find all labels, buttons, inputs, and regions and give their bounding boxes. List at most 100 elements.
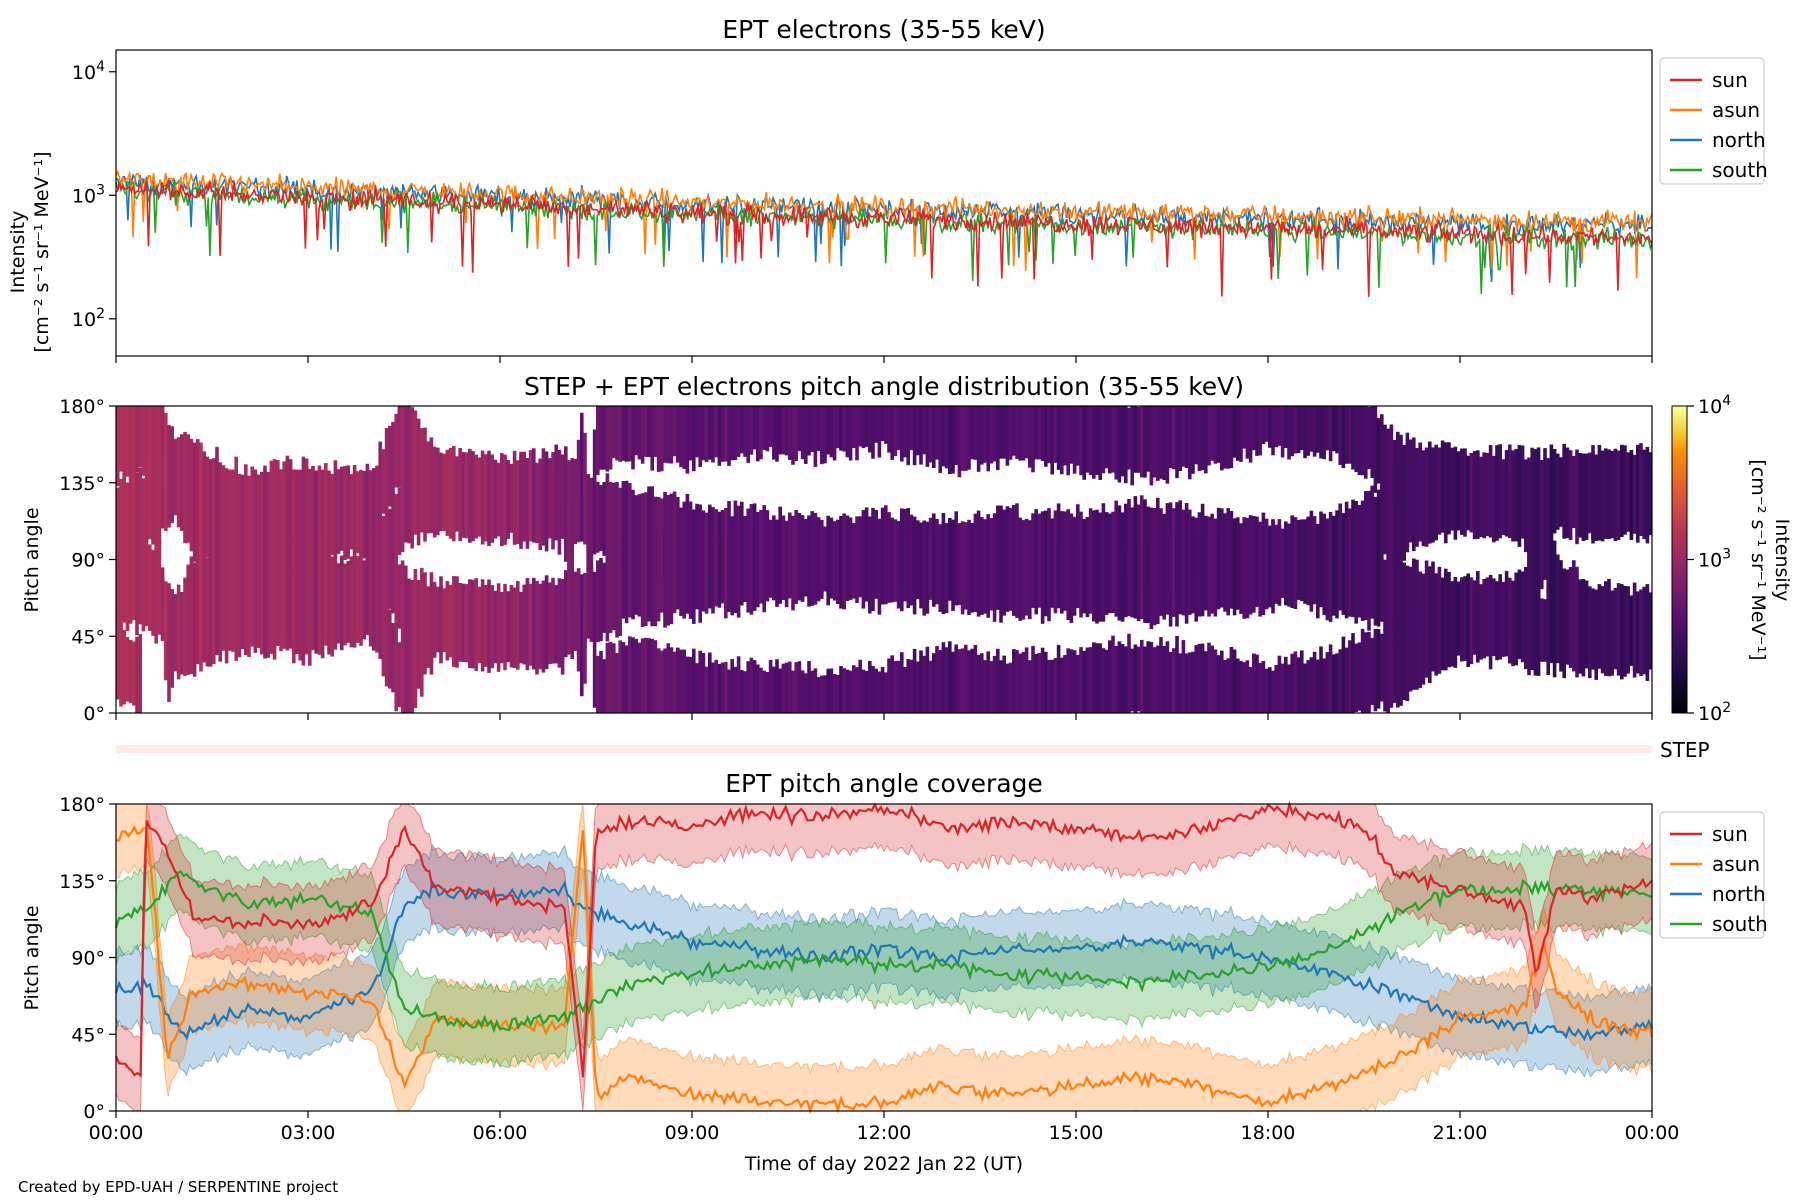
- heatmap-cell: [1156, 645, 1160, 713]
- heatmap-cell: [823, 528, 827, 592]
- heatmap-cell: [1136, 548, 1141, 622]
- heatmap-cell: [1127, 407, 1131, 470]
- heatmap-cell: [800, 521, 805, 602]
- heatmap-cell: [1338, 649, 1342, 713]
- heatmap-cell: [452, 457, 456, 530]
- heatmap-cell: [404, 565, 408, 657]
- heatmap-cell: [980, 406, 984, 465]
- heatmap-cell: [1076, 406, 1080, 466]
- heatmap-cell: [1376, 551, 1381, 627]
- heatmap-cell: [1629, 595, 1634, 666]
- heatmap-cell: [1344, 406, 1349, 464]
- heatmap-cell: [295, 581, 299, 655]
- heatmap-cell: [141, 541, 146, 632]
- heatmap-cell: [528, 450, 533, 542]
- heatmap-cell: [1220, 650, 1224, 713]
- heatmap-cell: [1520, 445, 1525, 537]
- heatmap-cell: [356, 477, 360, 549]
- heatmap-cell: [1133, 550, 1138, 619]
- heatmap-cell: [285, 455, 290, 550]
- panel-intensity: EPT electrons (35-55 keV) Intensity [cm⁻…: [7, 15, 1768, 363]
- heatmap-cell: [570, 509, 574, 583]
- heatmap-cell: [272, 569, 277, 660]
- heatmap-cell: [1274, 528, 1278, 604]
- heatmap-cell: [1348, 406, 1352, 464]
- heatmap-cell: [1367, 541, 1371, 631]
- heatmap-cell: [586, 474, 590, 547]
- heatmap-cell: [1431, 561, 1435, 656]
- heatmap-cell: [368, 551, 373, 638]
- heatmap-cell: [1373, 496, 1378, 559]
- heatmap-cell: [1421, 465, 1426, 547]
- heatmap-cell: [807, 515, 811, 607]
- heatmap-cell: [839, 515, 843, 609]
- heatmap-cell: [1392, 470, 1397, 565]
- heatmap-cell: [884, 406, 888, 444]
- heatmap-cell: [1396, 614, 1400, 708]
- heatmap-cell: [1181, 640, 1186, 713]
- heatmap-cell: [765, 406, 770, 452]
- heatmap-cell: [1322, 406, 1326, 460]
- heatmap-cell: [1130, 507, 1134, 580]
- heatmap-cell: [407, 639, 411, 713]
- heatmap-cell: [608, 555, 613, 633]
- heatmap-cell: [839, 666, 843, 713]
- coverage-line-north: [114, 879, 1654, 1042]
- heatmap-cell: [1344, 647, 1349, 713]
- heatmap-cell: [682, 649, 686, 713]
- series-line-sun: [115, 177, 1653, 297]
- heatmap-cell: [1076, 654, 1080, 713]
- heatmap-cell: [775, 406, 779, 462]
- heatmap-cell: [372, 548, 376, 631]
- heatmap-cell: [858, 659, 862, 713]
- heatmap-cell: [656, 540, 661, 622]
- heatmap-cell: [916, 536, 920, 600]
- heatmap-cell: [960, 648, 965, 713]
- heatmap-cell: [1597, 600, 1602, 669]
- heatmap-cell: [352, 465, 357, 560]
- heatmap-cell: [317, 465, 322, 541]
- heatmap-cell: [740, 670, 744, 713]
- heatmap-cell: [1354, 542, 1358, 624]
- heatmap-cell: [1063, 406, 1067, 466]
- heatmap-cell: [474, 460, 478, 534]
- heatmap-cell: [461, 586, 466, 660]
- heatmap-cell: [1645, 454, 1650, 544]
- heatmap-cell: [423, 453, 427, 542]
- heatmap-cell: [1594, 460, 1598, 525]
- heatmap-cell: [672, 651, 677, 713]
- heatmap-cell: [1357, 406, 1362, 476]
- heatmap-cell: [1146, 545, 1150, 624]
- heatmap-cell: [1415, 606, 1419, 690]
- y-tick-label: 45°: [71, 1024, 105, 1046]
- heatmap-cell: [804, 673, 808, 713]
- heatmap-cell: [1290, 653, 1294, 713]
- heatmap-cell: [119, 478, 123, 567]
- heatmap-cell: [1066, 533, 1070, 621]
- heatmap-cell: [378, 441, 382, 537]
- heatmap-cell: [282, 461, 286, 545]
- heatmap-cell: [1370, 555, 1374, 619]
- heatmap-cell: [119, 552, 123, 633]
- heatmap-cell: [1143, 646, 1147, 713]
- heatmap-cell: [1184, 534, 1189, 624]
- heatmap-cell: [173, 443, 178, 516]
- heatmap-cell: [1447, 572, 1451, 658]
- heatmap-cell: [599, 485, 603, 552]
- heatmap-cell: [768, 406, 773, 447]
- heatmap-cell: [1485, 589, 1490, 657]
- panel1-x-ticks: [115, 356, 1653, 363]
- heatmap-cell: [308, 571, 312, 666]
- heatmap-cell: [781, 406, 786, 455]
- heatmap-cell: [221, 587, 226, 651]
- heatmap-cell: [199, 584, 203, 672]
- heatmap-cell: [1239, 529, 1243, 614]
- heatmap-cell: [141, 478, 146, 544]
- heatmap-cell: [836, 406, 840, 449]
- heatmap-cell: [1255, 532, 1259, 607]
- heatmap-cell: [704, 535, 709, 614]
- heatmap-cell: [1277, 655, 1282, 713]
- heatmap-cell: [1552, 586, 1557, 678]
- heatmap-cell: [1175, 636, 1179, 713]
- heatmap-cell: [365, 556, 370, 636]
